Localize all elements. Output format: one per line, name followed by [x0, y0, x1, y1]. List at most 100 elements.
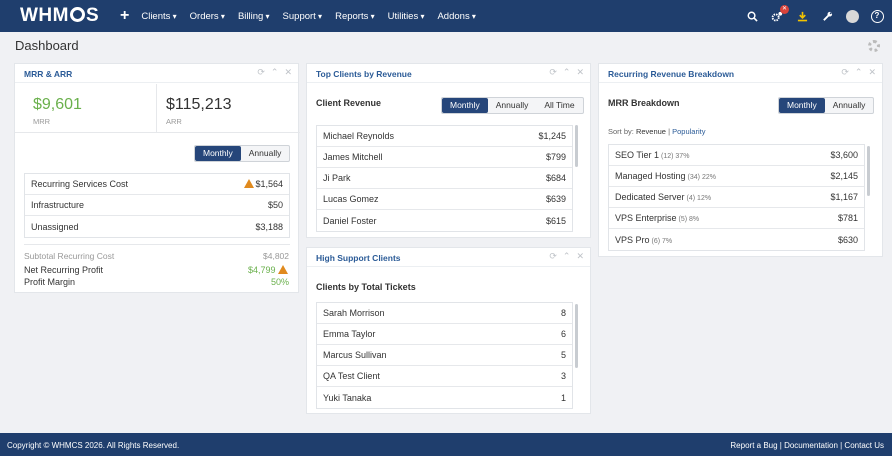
revenue-breakdown-panel: Recurring Revenue Breakdown ⟳ ⌃ ✕ MRR Br… [598, 63, 883, 257]
close-icon[interactable]: ✕ [576, 251, 584, 261]
sort-revenue-link[interactable]: Revenue [635, 127, 666, 136]
collapse-icon[interactable]: ⌃ [562, 67, 571, 77]
copyright-text: Copyright © WHMCS 2026. All Rights Reser… [7, 441, 180, 450]
user-avatar-icon[interactable] [845, 9, 859, 23]
mrr-label: MRR [33, 117, 51, 126]
sort-popularity-link[interactable]: Popularity [672, 127, 706, 136]
list-item[interactable]: Daniel Foster $615 [323, 215, 566, 226]
footer-links: Report a Bug | Documentation | Contact U… [730, 441, 884, 450]
client-revenue-list: Michael Reynolds $1,245 James Mitchell $79… [316, 125, 573, 232]
panel-controls: ⟳ ⌃ ✕ [543, 67, 584, 78]
revenue-period-toggle: Monthly Annually All Time [441, 97, 584, 114]
refresh-icon[interactable]: ⟳ [549, 251, 557, 261]
list-item[interactable]: QA Test Client 3 [317, 366, 572, 387]
close-icon[interactable]: ✕ [284, 67, 292, 77]
subtotal-label: Subtotal Recurring Cost [24, 251, 115, 261]
list-item: Recurring Services Cost $1,564 [25, 174, 289, 195]
menu-addons[interactable]: Addons [437, 11, 475, 22]
list-item[interactable]: Sarah Morrison 8 [317, 303, 572, 324]
refresh-icon[interactable]: ⟳ [841, 67, 849, 77]
panel-title: Recurring Revenue Breakdown [608, 69, 735, 79]
list-item[interactable]: Yuki Tanaka 1 [323, 392, 566, 403]
list-item[interactable]: SEO Tier 1 (12) 37% $3,600 [609, 145, 864, 166]
menu-clients[interactable]: Clients [141, 11, 176, 22]
main-menu: Clients Orders Billing Support Reports U… [141, 11, 489, 22]
whmcs-logo[interactable]: WHM S [20, 5, 100, 26]
support-client-list: Sarah Morrison 8 Emma Taylor 6 Marcus Sull… [316, 302, 573, 409]
divider [15, 132, 300, 133]
panel-controls: ⟳ ⌃ ✕ [543, 251, 584, 262]
toggle-all-time[interactable]: All Time [544, 100, 575, 110]
net-profit-label: Net Recurring Profit [24, 265, 104, 275]
scrollbar[interactable] [575, 125, 578, 167]
report-bug-link[interactable]: Report a Bug [730, 441, 778, 450]
toggle-annually[interactable]: Annually [832, 100, 866, 110]
mrr-breakdown-label: MRR Breakdown [608, 98, 680, 108]
list-item[interactable]: Lucas Gomez $639 [317, 189, 572, 210]
collapse-icon[interactable]: ⌃ [270, 67, 279, 77]
subtotal-value: $4,802 [263, 251, 289, 261]
nav-icon-bar: ✕ ? [734, 0, 884, 32]
panel-title: MRR & ARR [24, 69, 73, 79]
scrollbar[interactable] [575, 304, 578, 368]
panel-header: Recurring Revenue Breakdown ⟳ ⌃ ✕ [599, 64, 882, 83]
search-icon[interactable] [745, 9, 759, 23]
close-icon[interactable]: ✕ [868, 67, 876, 77]
refresh-icon[interactable]: ⟳ [257, 67, 265, 77]
toggle-monthly[interactable]: Monthly [779, 98, 825, 113]
scrollbar[interactable] [867, 146, 870, 196]
collapse-icon[interactable]: ⌃ [854, 67, 863, 77]
list-item[interactable]: Marcus Sullivan 5 [317, 345, 572, 366]
wrench-icon[interactable] [820, 9, 834, 23]
list-item[interactable]: Dedicated Server (4) 12% $1,167 [609, 187, 864, 208]
menu-billing[interactable]: Billing [238, 11, 270, 22]
automation-gears-icon[interactable]: ✕ [770, 5, 789, 23]
toggle-monthly[interactable]: Monthly [442, 98, 488, 113]
quick-add-button[interactable]: + [120, 7, 130, 24]
panel-title: Top Clients by Revenue [316, 69, 412, 79]
contact-us-link[interactable]: Contact Us [844, 441, 884, 450]
mrr-value: $9,601 [33, 96, 82, 113]
collapse-icon[interactable]: ⌃ [562, 251, 571, 261]
divider [156, 84, 157, 132]
menu-orders[interactable]: Orders [190, 11, 225, 22]
logo-gear-o [69, 7, 85, 22]
toggle-annually[interactable]: Annually [495, 100, 529, 110]
menu-utilities[interactable]: Utilities [388, 11, 425, 22]
panel-title: High Support Clients [316, 253, 401, 263]
documentation-link[interactable]: Documentation [784, 441, 838, 450]
menu-reports[interactable]: Reports [335, 11, 375, 22]
arr-label: ARR [166, 117, 182, 126]
download-icon[interactable] [795, 9, 809, 23]
panel-header: Top Clients by Revenue ⟳ ⌃ ✕ [307, 64, 590, 83]
widget-settings-gear-icon[interactable] [868, 40, 880, 52]
sort-options: Sort by: Revenue | Popularity [608, 127, 706, 136]
panel-header: MRR & ARR ⟳ ⌃ ✕ [15, 64, 298, 83]
list-item[interactable]: VPS Enterprise (5) 8% $781 [609, 208, 864, 229]
page-title: Dashboard [15, 38, 79, 53]
tickets-label: Clients by Total Tickets [316, 282, 416, 292]
client-revenue-label: Client Revenue [316, 98, 382, 108]
toggle-annually[interactable]: Annually [248, 148, 282, 158]
help-icon[interactable]: ? [870, 9, 884, 23]
list-item[interactable]: Ji Park $684 [317, 168, 572, 189]
top-clients-panel: Top Clients by Revenue ⟳ ⌃ ✕ Client Reve… [306, 63, 591, 238]
list-item[interactable]: Managed Hosting (34) 22% $2,145 [609, 166, 864, 187]
list-item[interactable]: James Mitchell $799 [317, 147, 572, 168]
warning-icon [244, 179, 255, 188]
menu-support[interactable]: Support [283, 11, 323, 22]
mrr-arr-panel: MRR & ARR ⟳ ⌃ ✕ $9,601 MRR $115,213 ARR … [14, 63, 300, 293]
warning-icon [278, 265, 288, 274]
panel-header: High Support Clients ⟳ ⌃ ✕ [307, 248, 590, 267]
close-icon[interactable]: ✕ [576, 67, 584, 77]
refresh-icon[interactable]: ⟳ [549, 67, 557, 77]
arr-value: $115,213 [166, 96, 232, 113]
toggle-monthly[interactable]: Monthly [195, 146, 241, 161]
list-item[interactable]: Emma Taylor 6 [317, 324, 572, 345]
list-item[interactable]: VPS Pro (6) 7% $630 [615, 234, 858, 245]
footer: Copyright © WHMCS 2026. All Rights Reser… [0, 433, 892, 456]
cost-list: Recurring Services Cost $1,564 Infrastru… [24, 173, 290, 238]
high-support-panel: High Support Clients ⟳ ⌃ ✕ Clients by To… [306, 247, 591, 414]
list-item[interactable]: Michael Reynolds $1,245 [317, 126, 572, 147]
